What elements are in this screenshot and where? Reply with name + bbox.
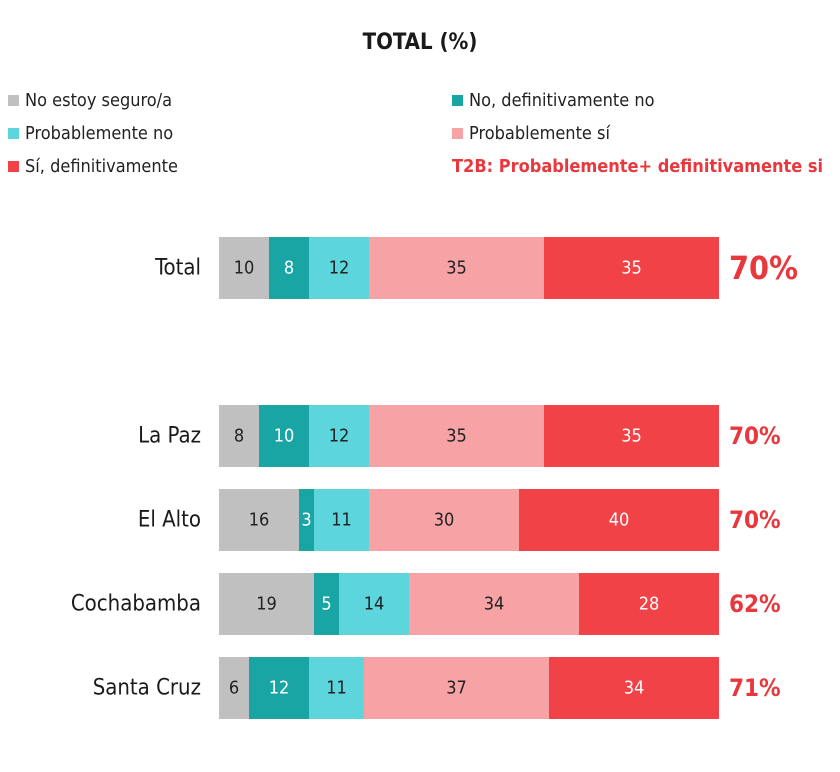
segment-value-label: 16 [249,510,270,531]
segment-value-label: 8 [234,426,244,447]
t2b-value-label: 70% [729,506,781,534]
legend-label: No, definitivamente no [469,90,655,111]
bar-segment [369,237,544,299]
legend-swatch-cyan [8,128,19,139]
bar-segment [369,489,519,551]
bar-segment [309,405,369,467]
segment-value-label: 40 [609,510,630,531]
category-label: La Paz [138,424,201,449]
bar-segment [219,237,269,299]
legend-item-no-estoy-seguro: No estoy seguro/a [8,90,172,111]
bar-segment [544,237,719,299]
legend-swatch-pink [452,128,463,139]
legend-item-si-definitivamente: Sí, definitivamente [8,156,178,177]
bar-segment [269,237,309,299]
segment-value-label: 35 [446,426,467,447]
bar-segment [259,405,309,467]
category-label: Santa Cruz [93,676,201,701]
bar-segment [249,657,309,719]
bar-segment [219,657,249,719]
legend-item-probablemente-no: Probablemente no [8,123,173,144]
segment-value-label: 34 [484,594,505,615]
segment-value-label: 34 [624,678,645,699]
segment-value-label: 35 [621,426,642,447]
segment-value-label: 19 [256,594,277,615]
t2b-value-label: 71% [729,674,781,702]
bar-segment [219,405,259,467]
legend-label: Sí, definitivamente [25,156,178,177]
segment-value-label: 28 [639,594,660,615]
bar-segment [369,405,544,467]
legend-label: Probablemente sí [469,123,610,144]
category-label: Cochabamba [71,592,201,617]
segment-value-label: 35 [446,258,467,279]
bar-segment [519,489,719,551]
segment-value-label: 5 [321,594,331,615]
bar-segment [579,573,719,635]
segment-value-label: 35 [621,258,642,279]
segment-value-label: 14 [364,594,385,615]
bar-segment [339,573,409,635]
bar-segment [364,657,549,719]
category-label: Total [154,256,201,281]
segment-value-label: 12 [329,426,350,447]
segment-value-label: 37 [446,678,467,699]
t2b-value-label: 70% [729,249,798,287]
legend-swatch-teal [452,95,463,106]
segment-value-label: 12 [269,678,290,699]
t2b-value-label: 70% [729,422,781,450]
bar-segment [299,489,314,551]
legend-label: Probablemente no [25,123,174,144]
bar-segment [309,657,364,719]
segment-value-label: 3 [301,510,311,531]
segment-value-label: 6 [229,678,239,699]
legend-label: No estoy seguro/a [25,90,173,111]
legend-item-probablemente-si: Probablemente sí [452,123,610,144]
t2b-legend-note: T2B: Probablemente+ definitivamente si [452,156,824,177]
segment-value-label: 11 [331,510,352,531]
category-label: El Alto [138,508,201,533]
bar-segment [314,573,339,635]
chart-title: TOTAL (%) [362,30,478,55]
bar-segment [544,405,719,467]
bar-segment [219,573,314,635]
bar-segment [309,237,369,299]
legend-item-no-definitivamente-no: No, definitivamente no [452,90,655,111]
t2b-value-label: 62% [729,590,781,618]
bar-segment [549,657,719,719]
segment-value-label: 12 [329,258,350,279]
segment-value-label: 30 [434,510,455,531]
bar-segment [314,489,369,551]
segment-value-label: 10 [274,426,295,447]
legend-swatch-gray [8,95,19,106]
segment-value-label: 10 [234,258,255,279]
bar-segment [409,573,579,635]
legend-swatch-red [8,161,19,172]
segment-value-label: 11 [326,678,347,699]
segment-value-label: 8 [284,258,294,279]
bar-segment [219,489,299,551]
